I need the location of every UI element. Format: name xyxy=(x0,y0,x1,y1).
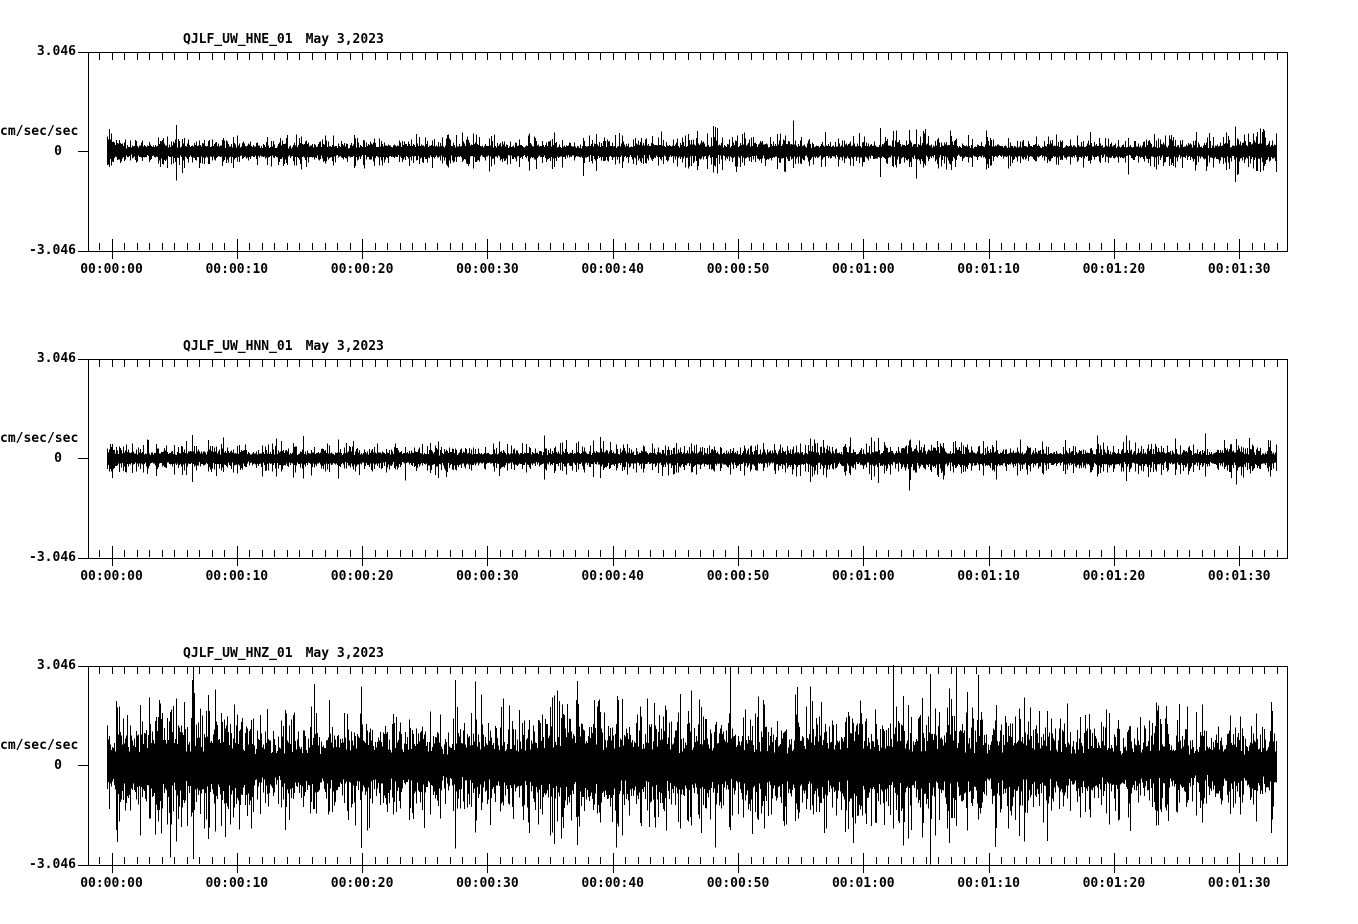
plot-frame xyxy=(88,666,1288,866)
y-axis-max-label: 3.046 xyxy=(36,658,76,673)
plot-title: QJLF_UW_HNN_01 May 3,2023 xyxy=(183,339,384,354)
waveform-chart-hnn xyxy=(78,359,1288,566)
waveform-trace xyxy=(107,665,1277,865)
date-label: May 3,2023 xyxy=(305,339,384,354)
axis-ticks xyxy=(78,359,1278,566)
station-channel-label: QJLF_UW_HNN_01 xyxy=(183,339,293,354)
waveform-chart-hne xyxy=(78,52,1288,259)
y-axis-unit-label: cm/sec/sec xyxy=(0,124,79,139)
plot-frame xyxy=(88,52,1288,252)
station-channel-label: QJLF_UW_HNZ_01 xyxy=(183,646,293,661)
y-axis-zero-label: 0 xyxy=(54,451,62,466)
plot-title: QJLF_UW_HNZ_01 May 3,2023 xyxy=(183,646,384,661)
date-label: May 3,2023 xyxy=(305,646,384,661)
y-axis-unit-label: cm/sec/sec xyxy=(0,738,79,753)
plot-title: QJLF_UW_HNE_01 May 3,2023 xyxy=(183,32,384,47)
y-axis-zero-label: 0 xyxy=(54,758,62,773)
axis-ticks xyxy=(78,666,1278,873)
y-axis-min-label: -3.046 xyxy=(29,550,76,565)
y-axis-min-label: -3.046 xyxy=(29,857,76,872)
seismogram-panel-hnn: QJLF_UW_HNN_01 May 3,2023 3.046 cm/sec/se… xyxy=(0,307,1358,614)
station-channel-label: QJLF_UW_HNE_01 xyxy=(183,32,293,47)
waveform-trace xyxy=(107,120,1277,183)
y-axis-max-label: 3.046 xyxy=(36,44,76,59)
y-axis-unit-label: cm/sec/sec xyxy=(0,431,79,446)
y-axis-min-label: -3.046 xyxy=(29,243,76,258)
plot-frame xyxy=(88,359,1288,559)
y-axis-zero-label: 0 xyxy=(54,144,62,159)
date-label: May 3,2023 xyxy=(305,32,384,47)
waveform-trace xyxy=(107,433,1277,491)
axis-ticks xyxy=(78,52,1278,259)
y-axis-max-label: 3.046 xyxy=(36,351,76,366)
seismogram-panel-hne: QJLF_UW_HNE_01 May 3,2023 3.046 cm/sec/se… xyxy=(0,0,1358,307)
waveform-chart-hnz xyxy=(78,665,1288,873)
seismogram-panel-hnz: QJLF_UW_HNZ_01 May 3,2023 3.046 cm/sec/se… xyxy=(0,614,1358,921)
